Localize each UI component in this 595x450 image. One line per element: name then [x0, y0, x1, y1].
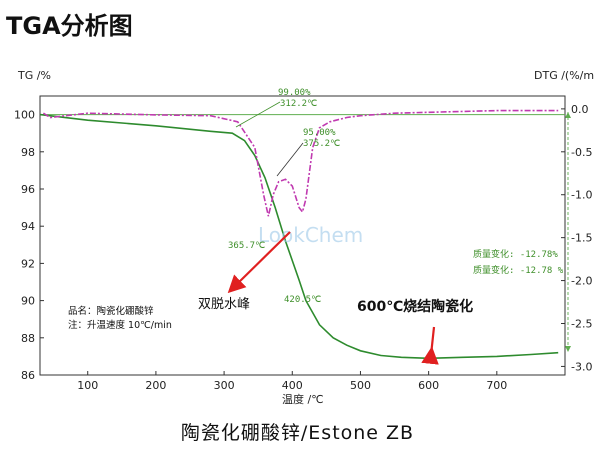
- annotation-312c: 312.2℃: [280, 99, 317, 109]
- y-left-tick-label: 86: [21, 369, 35, 382]
- figure-caption: 陶瓷化硼酸锌/Estone ZB: [180, 422, 415, 444]
- y-left-axis-title: TG /%: [17, 69, 51, 82]
- leader-312: [235, 101, 281, 128]
- x-tick-label: 200: [145, 379, 166, 392]
- y-left-tick-label: 92: [21, 257, 35, 270]
- mass-change-2: 质量变化: -12.78 %: [473, 264, 564, 276]
- y-left-tick-label: 94: [21, 220, 35, 233]
- y-left-tick-label: 100: [14, 109, 35, 122]
- y-right-tick-label: -2.5: [571, 317, 592, 330]
- annotation-peak-420: 420.5℃: [284, 295, 321, 305]
- sample-name-note: 品名：陶瓷化硼酸锌: [68, 305, 154, 317]
- dehydration-arrow: [227, 231, 291, 294]
- watermark: LookChem: [258, 223, 363, 247]
- y-right-tick-label: 0.0: [571, 103, 589, 116]
- y-left-tick-label: 98: [21, 146, 35, 159]
- y-right-tick-label: -1.5: [571, 232, 592, 245]
- y-right-tick-label: -1.0: [571, 189, 592, 202]
- y-left-tick-label: 96: [21, 183, 35, 196]
- sintering-label: 600℃烧结陶瓷化: [357, 298, 473, 315]
- sintering-arrow: [421, 326, 439, 365]
- y-right-tick-label: -0.5: [571, 146, 592, 159]
- dtg-curve: [42, 109, 559, 217]
- y-left-tick-label: 88: [21, 332, 35, 345]
- mass-change-arrow-up: [565, 112, 571, 118]
- dehydration-peak-label: 双脱水峰: [198, 297, 250, 312]
- leader-375: [276, 142, 304, 177]
- annotation-375c: 375.2℃: [303, 139, 340, 149]
- x-tick-label: 300: [214, 379, 235, 392]
- annotation-peak-365: 365.7℃: [228, 241, 265, 251]
- annotation-95pct: 95.00%: [303, 128, 336, 138]
- annotation-99pct: 99.00%: [278, 88, 311, 98]
- x-tick-label: 400: [282, 379, 303, 392]
- heating-rate-note: 注：升温速度 10℃/min: [68, 319, 172, 331]
- page-title: TGA分析图: [6, 12, 133, 40]
- x-tick-label: 500: [350, 379, 371, 392]
- x-tick-label: 700: [486, 379, 507, 392]
- plot-frame: [39, 95, 566, 376]
- x-axis-title: 温度 /℃: [282, 392, 324, 406]
- y-right-tick-label: -3.0: [571, 360, 592, 373]
- x-tick-label: 600: [418, 379, 439, 392]
- tg-curve: [39, 113, 559, 360]
- y-left-tick-label: 90: [21, 295, 35, 308]
- y-right-axis-title: DTG /(%/min): [534, 69, 595, 82]
- y-right-tick-label: -2.0: [571, 275, 592, 288]
- mass-change-1: 质量变化: -12.78%: [473, 248, 558, 260]
- x-tick-label: 100: [77, 379, 98, 392]
- mass-change-arrow-down: [565, 346, 571, 352]
